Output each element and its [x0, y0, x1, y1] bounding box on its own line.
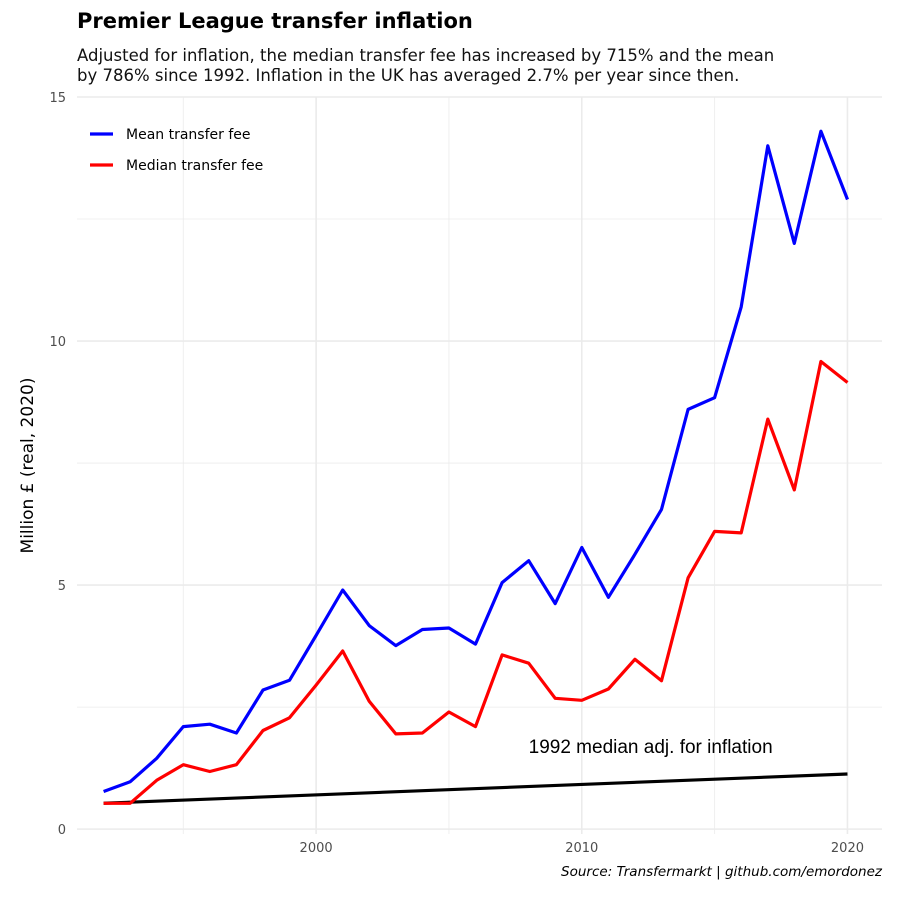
y-tick-label: 0	[58, 823, 66, 838]
subtitle-line-2: by 786% since 1992. Inflation in the UK …	[77, 66, 740, 85]
chart-title: Premier League transfer inflation	[77, 9, 473, 33]
y-tick-label: 15	[49, 91, 66, 106]
annotation-text: 1992 median adj. for inflation	[529, 737, 773, 758]
x-tick-label: 2000	[300, 841, 333, 856]
legend-label-mean: Mean transfer fee	[126, 127, 251, 143]
x-tick-label: 2020	[831, 841, 864, 856]
chart-subtitle: Adjusted for inflation, the median trans…	[77, 46, 877, 86]
y-tick-label: 10	[49, 335, 66, 350]
subtitle-line-1: Adjusted for inflation, the median trans…	[77, 46, 775, 65]
y-axis-label: Million £ (real, 2020)	[18, 378, 38, 554]
series-line-median	[103, 359, 849, 805]
legend-label-median: Median transfer fee	[126, 158, 263, 174]
source-caption: Source: Transfermarkt | github.com/emord…	[561, 864, 882, 880]
reference-line	[103, 772, 848, 805]
x-tick-label: 2010	[565, 841, 598, 856]
y-tick-label: 5	[58, 579, 66, 594]
series-line-mean	[103, 129, 849, 794]
